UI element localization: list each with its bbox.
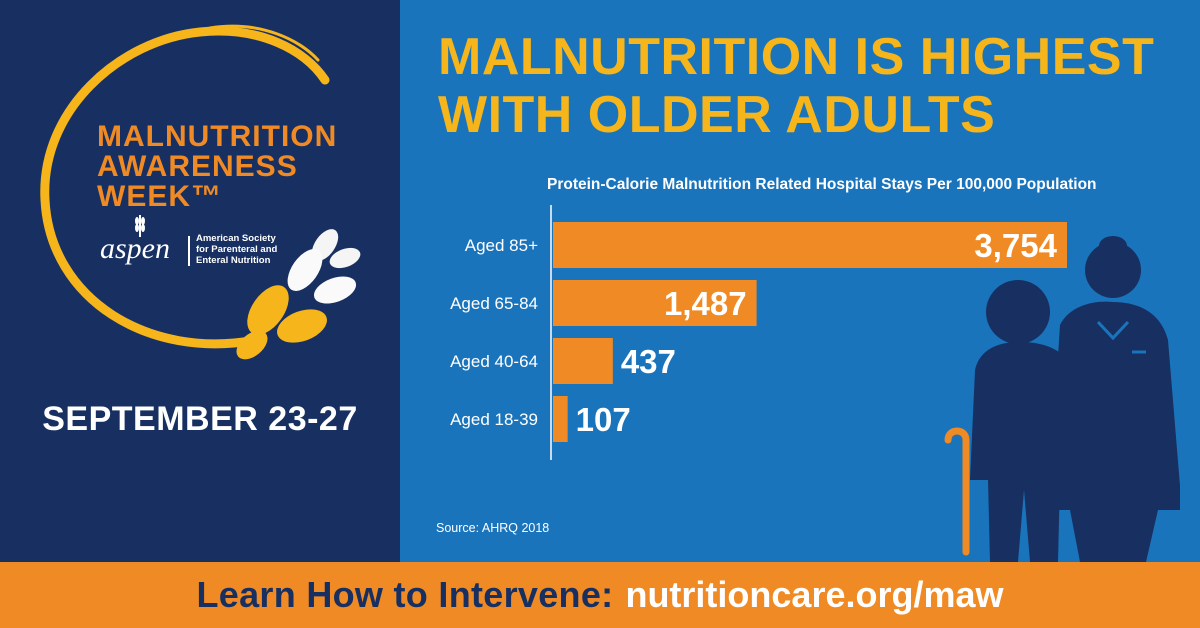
category-label: Aged 18-39 xyxy=(450,410,538,429)
chart-source: Source: AHRQ 2018 xyxy=(436,521,550,535)
event-panel: MALNUTRITION AWARENESS WEEK™ aspen Ameri… xyxy=(0,0,400,562)
chart-panel: MALNUTRITION IS HIGHEST WITH OLDER ADULT… xyxy=(400,0,1200,562)
logo-divider xyxy=(188,236,190,266)
chart-title: MALNUTRITION IS HIGHEST WITH OLDER ADULT… xyxy=(438,28,1178,144)
bars-group: Aged 85+ 3,754 Aged 65-84 1,487 Aged 40-64 43… xyxy=(450,222,1067,442)
event-title-line-1: MALNUTRITION xyxy=(97,120,338,153)
cta-bar[interactable]: Learn How to Intervene: nutritioncare.or… xyxy=(0,562,1200,628)
cta-link[interactable]: nutritioncare.org/maw xyxy=(625,574,1004,615)
org-name-line-3: Enteral Nutrition xyxy=(196,255,271,266)
org-name: American Society for Parenteral and Ente… xyxy=(196,233,296,266)
bar-chart: Aged 85+ 3,754 Aged 65-84 1,487 Aged 40-64 43… xyxy=(450,205,1067,460)
bar xyxy=(553,396,568,442)
bar xyxy=(553,338,613,384)
value-label: 107 xyxy=(576,401,631,438)
value-label: 3,754 xyxy=(974,227,1057,264)
cta-text: Learn How to Intervene: xyxy=(196,574,614,615)
org-name-line-2: for Parenteral and xyxy=(196,244,278,255)
value-label: 1,487 xyxy=(664,285,747,322)
event-title-line-3: WEEK™ xyxy=(97,180,222,213)
category-label: Aged 65-84 xyxy=(450,294,538,313)
event-title-line-2: AWARENESS xyxy=(97,150,298,183)
value-label: 437 xyxy=(621,343,676,380)
chart-subtitle: Protein-Calorie Malnutrition Related Hos… xyxy=(547,176,1097,193)
bar xyxy=(553,222,1067,268)
bar xyxy=(553,280,757,326)
elderly-with-caregiver-icon xyxy=(944,236,1180,562)
chart-title-line-2: WITH OLDER ADULTS xyxy=(438,86,996,144)
event-date: SEPTEMBER 23-27 xyxy=(42,400,358,438)
chart-title-line-1: MALNUTRITION IS HIGHEST xyxy=(438,28,1155,86)
aspen-logo-text: aspen xyxy=(100,232,170,265)
org-name-line-1: American Society xyxy=(196,233,276,244)
category-label: Aged 40-64 xyxy=(450,352,538,371)
wheat-logo-icon xyxy=(40,24,361,360)
category-label: Aged 85+ xyxy=(465,236,538,255)
